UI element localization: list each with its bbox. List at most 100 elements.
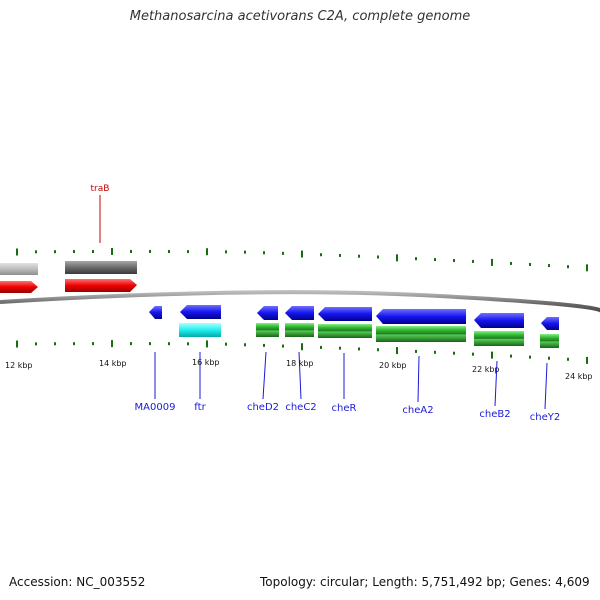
ruler-ticks-upper bbox=[16, 247, 588, 272]
major-tick bbox=[396, 254, 398, 262]
gene-ched2[interactable] bbox=[257, 306, 278, 320]
minor-tick bbox=[187, 342, 189, 346]
ruler-label: 22 kbp bbox=[472, 365, 500, 374]
minor-tick bbox=[35, 342, 37, 346]
major-tick bbox=[586, 264, 588, 272]
gene-label-chec2[interactable]: cheC2 bbox=[285, 402, 316, 413]
feature-chec2-green bbox=[285, 323, 314, 337]
minor-tick bbox=[130, 249, 132, 253]
gene-ma0009[interactable] bbox=[149, 306, 162, 319]
minor-tick bbox=[149, 249, 151, 253]
feature-ched2-green bbox=[256, 323, 279, 337]
gene-label-chea2[interactable]: cheA2 bbox=[402, 405, 433, 416]
minor-tick bbox=[339, 346, 341, 350]
minor-tick bbox=[453, 351, 455, 355]
feature-gray-light bbox=[0, 263, 38, 275]
genome-backbone bbox=[0, 290, 600, 313]
feature-chey2-green bbox=[540, 334, 559, 348]
minor-tick bbox=[168, 342, 170, 346]
minor-tick bbox=[244, 343, 246, 347]
major-tick bbox=[16, 248, 18, 256]
minor-tick bbox=[434, 350, 436, 354]
minor-tick bbox=[54, 342, 56, 346]
minor-tick bbox=[529, 355, 531, 359]
ruler-labels: 12 kbp 14 kbp 16 kbp 18 kbp 20 kbp 22 kb… bbox=[5, 358, 593, 381]
minor-tick bbox=[225, 250, 227, 254]
gene-cher[interactable] bbox=[318, 307, 372, 321]
gene-label-trab[interactable]: traB bbox=[91, 184, 110, 194]
ruler-label: 14 kbp bbox=[99, 359, 127, 368]
ruler-label: 12 kbp bbox=[5, 361, 33, 370]
ruler-label: 20 kbp bbox=[379, 361, 407, 370]
gene-label-ched2[interactable]: cheD2 bbox=[247, 402, 279, 413]
major-tick bbox=[111, 247, 113, 255]
minor-tick bbox=[282, 251, 284, 255]
minor-tick bbox=[187, 250, 189, 254]
gene-chey2[interactable] bbox=[541, 317, 559, 330]
gene-label-cheb2[interactable]: cheB2 bbox=[479, 409, 510, 420]
minor-tick bbox=[282, 344, 284, 348]
gene-label-chey2[interactable]: cheY2 bbox=[530, 412, 560, 423]
minor-tick bbox=[35, 250, 37, 254]
minor-tick bbox=[168, 250, 170, 254]
minor-tick bbox=[92, 342, 94, 346]
minor-tick bbox=[263, 343, 265, 347]
minor-tick bbox=[244, 250, 246, 254]
minor-tick bbox=[548, 264, 550, 268]
minor-tick bbox=[472, 352, 474, 356]
minor-tick bbox=[92, 250, 94, 254]
minor-tick bbox=[130, 342, 132, 346]
minor-tick bbox=[567, 265, 569, 269]
ruler-label: 16 kbp bbox=[192, 358, 220, 367]
gene-red-left[interactable] bbox=[0, 281, 38, 293]
minor-tick bbox=[548, 356, 550, 360]
minor-tick bbox=[320, 253, 322, 257]
lower-features bbox=[149, 305, 559, 348]
genome-title: Methanosarcina acetivorans C2A, complete… bbox=[129, 9, 471, 24]
gene-chec2[interactable] bbox=[285, 306, 314, 320]
major-tick bbox=[111, 340, 113, 348]
feature-gray-dark bbox=[65, 261, 137, 274]
gene-chea2[interactable] bbox=[376, 309, 466, 324]
major-tick bbox=[206, 340, 208, 348]
gene-label-cher[interactable]: cheR bbox=[332, 403, 357, 414]
ruler-label: 24 kbp bbox=[565, 372, 593, 381]
minor-tick bbox=[73, 342, 75, 346]
feature-cheb2-green bbox=[474, 331, 524, 346]
gene-label-ma0009[interactable]: MA0009 bbox=[135, 402, 176, 413]
minor-tick bbox=[54, 250, 56, 254]
minor-tick bbox=[358, 347, 360, 351]
minor-tick bbox=[510, 261, 512, 265]
major-tick bbox=[301, 343, 303, 351]
minor-tick bbox=[415, 349, 417, 353]
minor-tick bbox=[567, 357, 569, 361]
ruler-label: 18 kbp bbox=[286, 359, 314, 368]
feature-ftr-cyan bbox=[179, 323, 221, 337]
gene-ftr[interactable] bbox=[180, 305, 221, 319]
gene-cheb2[interactable] bbox=[474, 313, 524, 328]
minor-tick bbox=[510, 354, 512, 358]
minor-tick bbox=[472, 259, 474, 263]
major-tick bbox=[586, 356, 588, 364]
major-tick bbox=[396, 347, 398, 355]
major-tick bbox=[301, 250, 303, 258]
feature-cher-green bbox=[318, 324, 372, 338]
minor-tick bbox=[377, 255, 379, 259]
minor-tick bbox=[320, 345, 322, 349]
accession-label: Accession: NC_003552 bbox=[9, 575, 146, 589]
minor-tick bbox=[377, 348, 379, 352]
minor-tick bbox=[339, 253, 341, 257]
minor-tick bbox=[415, 257, 417, 261]
gene-label-ftr[interactable]: ftr bbox=[194, 402, 206, 413]
minor-tick bbox=[529, 262, 531, 266]
major-tick bbox=[206, 248, 208, 256]
minor-tick bbox=[225, 342, 227, 346]
gene-trab[interactable] bbox=[65, 279, 137, 292]
major-tick bbox=[491, 258, 493, 266]
gene-labels-lower: MA0009 ftr cheD2 cheC2 cheR cheA2 cheB2 … bbox=[135, 402, 561, 423]
minor-tick bbox=[73, 250, 75, 254]
minor-tick bbox=[263, 251, 265, 255]
minor-tick bbox=[453, 258, 455, 262]
lower-label-lines bbox=[154, 351, 548, 410]
